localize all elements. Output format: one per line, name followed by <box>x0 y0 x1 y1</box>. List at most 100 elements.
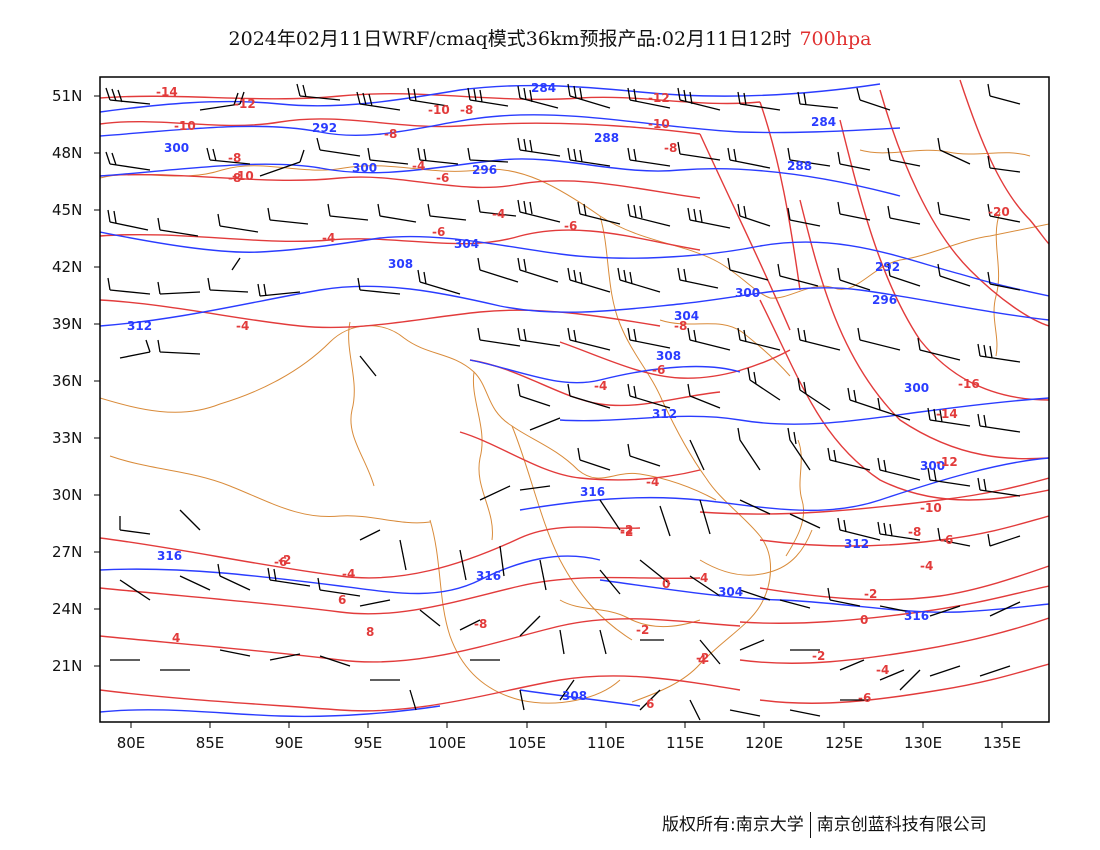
temp-label: -6 <box>858 691 871 705</box>
lon-label: 130E <box>904 734 942 752</box>
temp-label: 6 <box>338 593 346 607</box>
height-label: 304 <box>454 237 479 251</box>
temp-label: -4 <box>492 207 505 221</box>
temp-label: 0 <box>860 613 868 627</box>
temp-label: -6 <box>564 219 577 233</box>
height-label: 300 <box>735 286 760 300</box>
lon-label: 100E <box>428 734 466 752</box>
height-label: 300 <box>904 381 929 395</box>
copyright-company: 南京创蓝科技有限公司 <box>816 815 987 835</box>
temp-label: -4 <box>646 475 659 489</box>
temp-label: -4 <box>876 663 889 677</box>
lat-label: 24N <box>52 600 82 618</box>
temp-label: -8 <box>384 127 397 141</box>
height-label: 316 <box>476 569 501 583</box>
height-label: 292 <box>312 121 337 135</box>
temp-label: -10 <box>920 501 942 515</box>
map-plot-area: 300 292 300 296 284 288 284 288 304 308 … <box>100 79 1049 721</box>
lon-label: 135E <box>983 734 1021 752</box>
lon-label: 85E <box>196 734 225 752</box>
height-label: 308 <box>388 257 413 271</box>
height-label: 284 <box>811 115 836 129</box>
temp-label: -8 <box>664 141 677 155</box>
map-title: 2024年02月11日WRF/cmaq模式36km预报产品:02月11日12时 7… <box>0 24 1100 51</box>
temp-label: -14 <box>156 85 178 99</box>
height-label: 300 <box>920 459 945 473</box>
plot-frame <box>99 76 1050 723</box>
temp-label: -4 <box>920 559 933 573</box>
footer-divider <box>809 812 811 838</box>
temp-label: -2 <box>620 523 633 537</box>
lon-label: 115E <box>666 734 704 752</box>
temp-label: -4 <box>236 319 249 333</box>
temp-label: -4 <box>412 159 425 173</box>
height-label: 284 <box>531 81 556 95</box>
lon-label: 90E <box>275 734 304 752</box>
height-contours <box>100 83 1049 718</box>
copyright-owner: 版权所有:南京大学 <box>662 815 804 835</box>
height-label: 292 <box>875 260 900 274</box>
temperature-labels: -14 -10 -12 -10 -8 -8 -10 -8 -6 -12 -10 … <box>156 85 1010 711</box>
lon-label: 80E <box>117 734 146 752</box>
temp-label: 4 <box>700 571 708 585</box>
height-label: 300 <box>352 161 377 175</box>
temp-label: -10 <box>232 169 254 183</box>
height-label: 288 <box>787 159 812 173</box>
temp-label: -2 <box>812 649 825 663</box>
height-label: 304 <box>674 309 699 323</box>
temp-label: -4 <box>594 379 607 393</box>
temp-label: -8 <box>460 103 473 117</box>
temp-label: -2 <box>696 651 709 665</box>
height-label: 308 <box>656 349 681 363</box>
lat-label: 42N <box>52 258 82 276</box>
lat-label: 21N <box>52 657 82 675</box>
temp-label: -6 <box>940 533 953 547</box>
height-label: 316 <box>904 609 929 623</box>
temp-label: -2 <box>278 553 291 567</box>
lat-label: 45N <box>52 201 82 219</box>
height-label: 312 <box>652 407 677 421</box>
temp-label: -6 <box>274 555 287 569</box>
temp-label: -16 <box>958 377 980 391</box>
temp-label: -6 <box>436 171 449 185</box>
temp-label: 4 <box>698 653 706 667</box>
temp-label: -12 <box>936 455 958 469</box>
temp-label: 0 <box>662 577 670 591</box>
temp-label: -2 <box>864 587 877 601</box>
height-label: 304 <box>718 585 743 599</box>
height-label: 312 <box>844 537 869 551</box>
height-label: 300 <box>164 141 189 155</box>
lat-axis: 51N 48N 45N 42N 39N 36N 33N 30N 27N 24N … <box>52 87 100 675</box>
country-borders <box>100 149 1049 704</box>
lon-label: 105E <box>508 734 546 752</box>
copyright-footer: 版权所有:南京大学 南京创蓝科技有限公司 <box>662 810 987 838</box>
title-main: 2024年02月11日WRF/cmaq模式36km预报产品:02月11日12时 <box>228 28 792 50</box>
temp-label: -10 <box>174 119 196 133</box>
lat-label: 36N <box>52 372 82 390</box>
lat-label: 30N <box>52 486 82 504</box>
temp-label: -10 <box>648 117 670 131</box>
temp-label: -10 <box>428 103 450 117</box>
lon-axis: 80E 85E 90E 95E 100E 105E 110E 115E 120E… <box>117 722 1021 752</box>
height-label: 312 <box>127 319 152 333</box>
lon-label: 95E <box>354 734 383 752</box>
temp-label: -6 <box>432 225 445 239</box>
lat-label: 48N <box>52 144 82 162</box>
temp-label: -8 <box>228 151 241 165</box>
temp-label: 4 <box>172 631 180 645</box>
temp-label: 8 <box>366 625 374 639</box>
temp-label: -20 <box>988 205 1010 219</box>
temp-label: -6 <box>652 363 665 377</box>
height-label: 316 <box>157 549 182 563</box>
lon-label: 120E <box>745 734 783 752</box>
temp-label: -8 <box>474 617 487 631</box>
lon-label: 110E <box>587 734 625 752</box>
title-level: 700hpa <box>799 28 872 50</box>
temp-label: -4 <box>322 231 335 245</box>
lat-label: 39N <box>52 315 82 333</box>
lon-label: 125E <box>825 734 863 752</box>
height-label: 296 <box>872 293 897 307</box>
height-label: 288 <box>594 131 619 145</box>
temp-label: -12 <box>648 91 670 105</box>
